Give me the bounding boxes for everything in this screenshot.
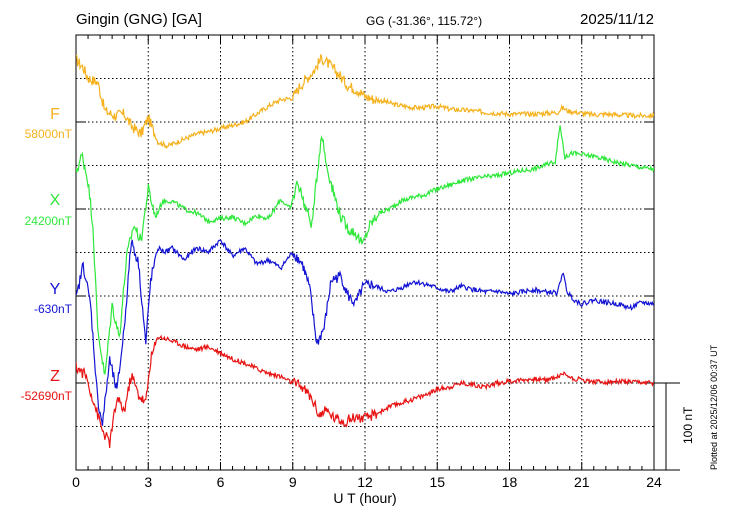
- plot-date: 2025/11/12: [580, 11, 654, 28]
- series-f-line: [76, 54, 654, 150]
- series-x-baseline: 24200nT: [24, 214, 72, 228]
- series-y-line: [76, 239, 654, 426]
- plot-frame: [75, 34, 655, 471]
- x-tick-label-3: 3: [144, 474, 153, 490]
- series-y-label: Y: [49, 281, 61, 298]
- station-coordinates: GG (-31.36°, 115.72°): [366, 14, 483, 28]
- series-f-baseline: 58000nT: [24, 127, 72, 141]
- x-tick-label-9: 9: [288, 474, 297, 490]
- x-tick-label-15: 15: [429, 474, 446, 490]
- series-y-baseline: -630nT: [33, 302, 72, 316]
- x-tick-label-0: 0: [72, 474, 80, 490]
- scale-bar: [654, 382, 680, 471]
- series-z-label: Z: [50, 368, 60, 385]
- x-axis-label: U T (hour): [333, 490, 397, 506]
- x-tick-label-12: 12: [357, 474, 373, 490]
- grid: [76, 35, 654, 470]
- data-traces: [76, 54, 654, 449]
- series-z-line: [76, 334, 654, 449]
- series-x-label: X: [49, 192, 61, 209]
- series-x-line: [76, 125, 654, 376]
- x-tick-label-6: 6: [216, 474, 225, 490]
- station-title: Gingin (GNG) [GA]: [76, 11, 202, 28]
- x-tick-label-21: 21: [573, 474, 590, 490]
- x-tick-label-18: 18: [501, 474, 518, 490]
- series-f-label: F: [50, 106, 60, 123]
- plotted-timestamp: Plotted at 2025/12/06 00:37 UT: [709, 344, 719, 470]
- series-z-baseline: -52690nT: [20, 389, 72, 403]
- x-tick-label-24: 24: [646, 474, 662, 490]
- scale-bar-label: 100 nT: [681, 406, 695, 444]
